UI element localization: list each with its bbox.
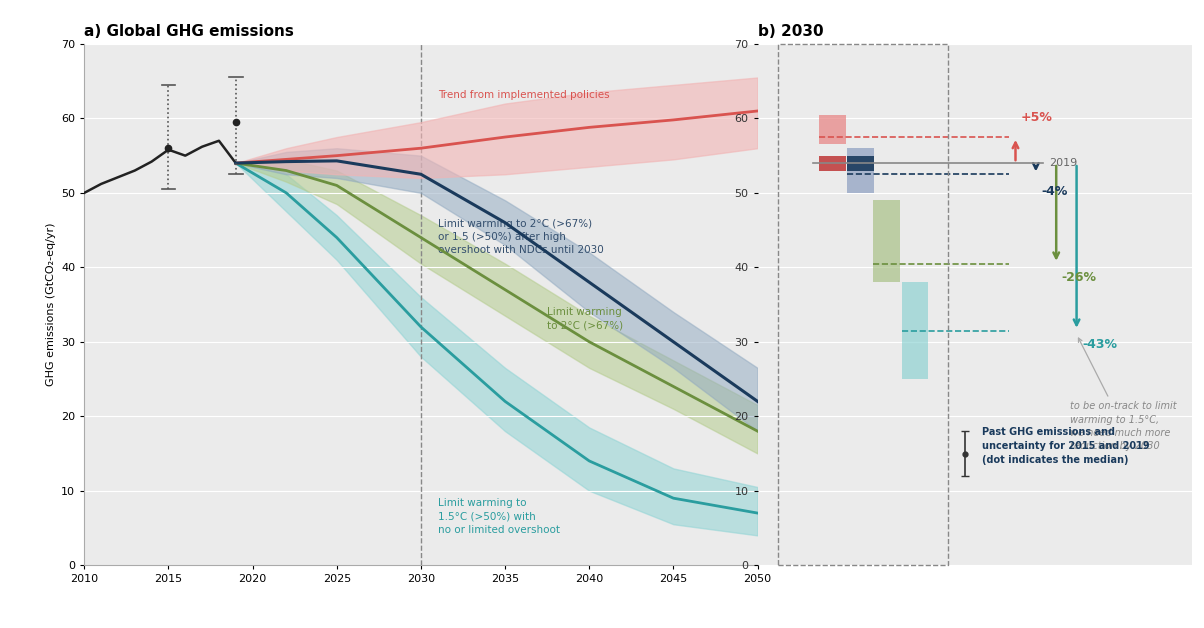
Text: +5%: +5% [1021, 111, 1052, 124]
Bar [848, 156, 874, 171]
Text: -4%: -4% [1041, 185, 1068, 198]
Text: -26%: -26% [1062, 271, 1097, 284]
Text: -43%: -43% [1082, 338, 1117, 351]
Bar [902, 282, 928, 379]
Y-axis label: GHG emissions (GtCO₂-eq/yr): GHG emissions (GtCO₂-eq/yr) [46, 223, 55, 386]
Bar [819, 156, 845, 171]
Text: 2019: 2019 [1050, 158, 1078, 168]
Text: Limit warming to
1.5°C (>50%) with
no or limited overshoot: Limit warming to 1.5°C (>50%) with no or… [438, 498, 560, 534]
Text: b) 2030: b) 2030 [757, 24, 824, 39]
Bar [873, 200, 899, 282]
Text: a) Global GHG emissions: a) Global GHG emissions [84, 24, 294, 39]
Bar [819, 115, 845, 144]
Text: Limit warming to 2°C (>67%)
or 1.5 (>50%) after high
overshoot with NDCs until 2: Limit warming to 2°C (>67%) or 1.5 (>50%… [438, 219, 603, 256]
Text: Limit warming
to 2°C (>67%): Limit warming to 2°C (>67%) [547, 308, 624, 330]
Text: Trend from implemented policies: Trend from implemented policies [438, 90, 609, 100]
Text: to be on-track to limit
warming to 1.5°C,
we need much more
reduction by 2030: to be on-track to limit warming to 1.5°C… [1070, 338, 1176, 451]
Bar [848, 148, 874, 193]
Text: Past GHG emissions and
uncertainty for 2015 and 2019
(dot indicates the median): Past GHG emissions and uncertainty for 2… [981, 428, 1149, 465]
